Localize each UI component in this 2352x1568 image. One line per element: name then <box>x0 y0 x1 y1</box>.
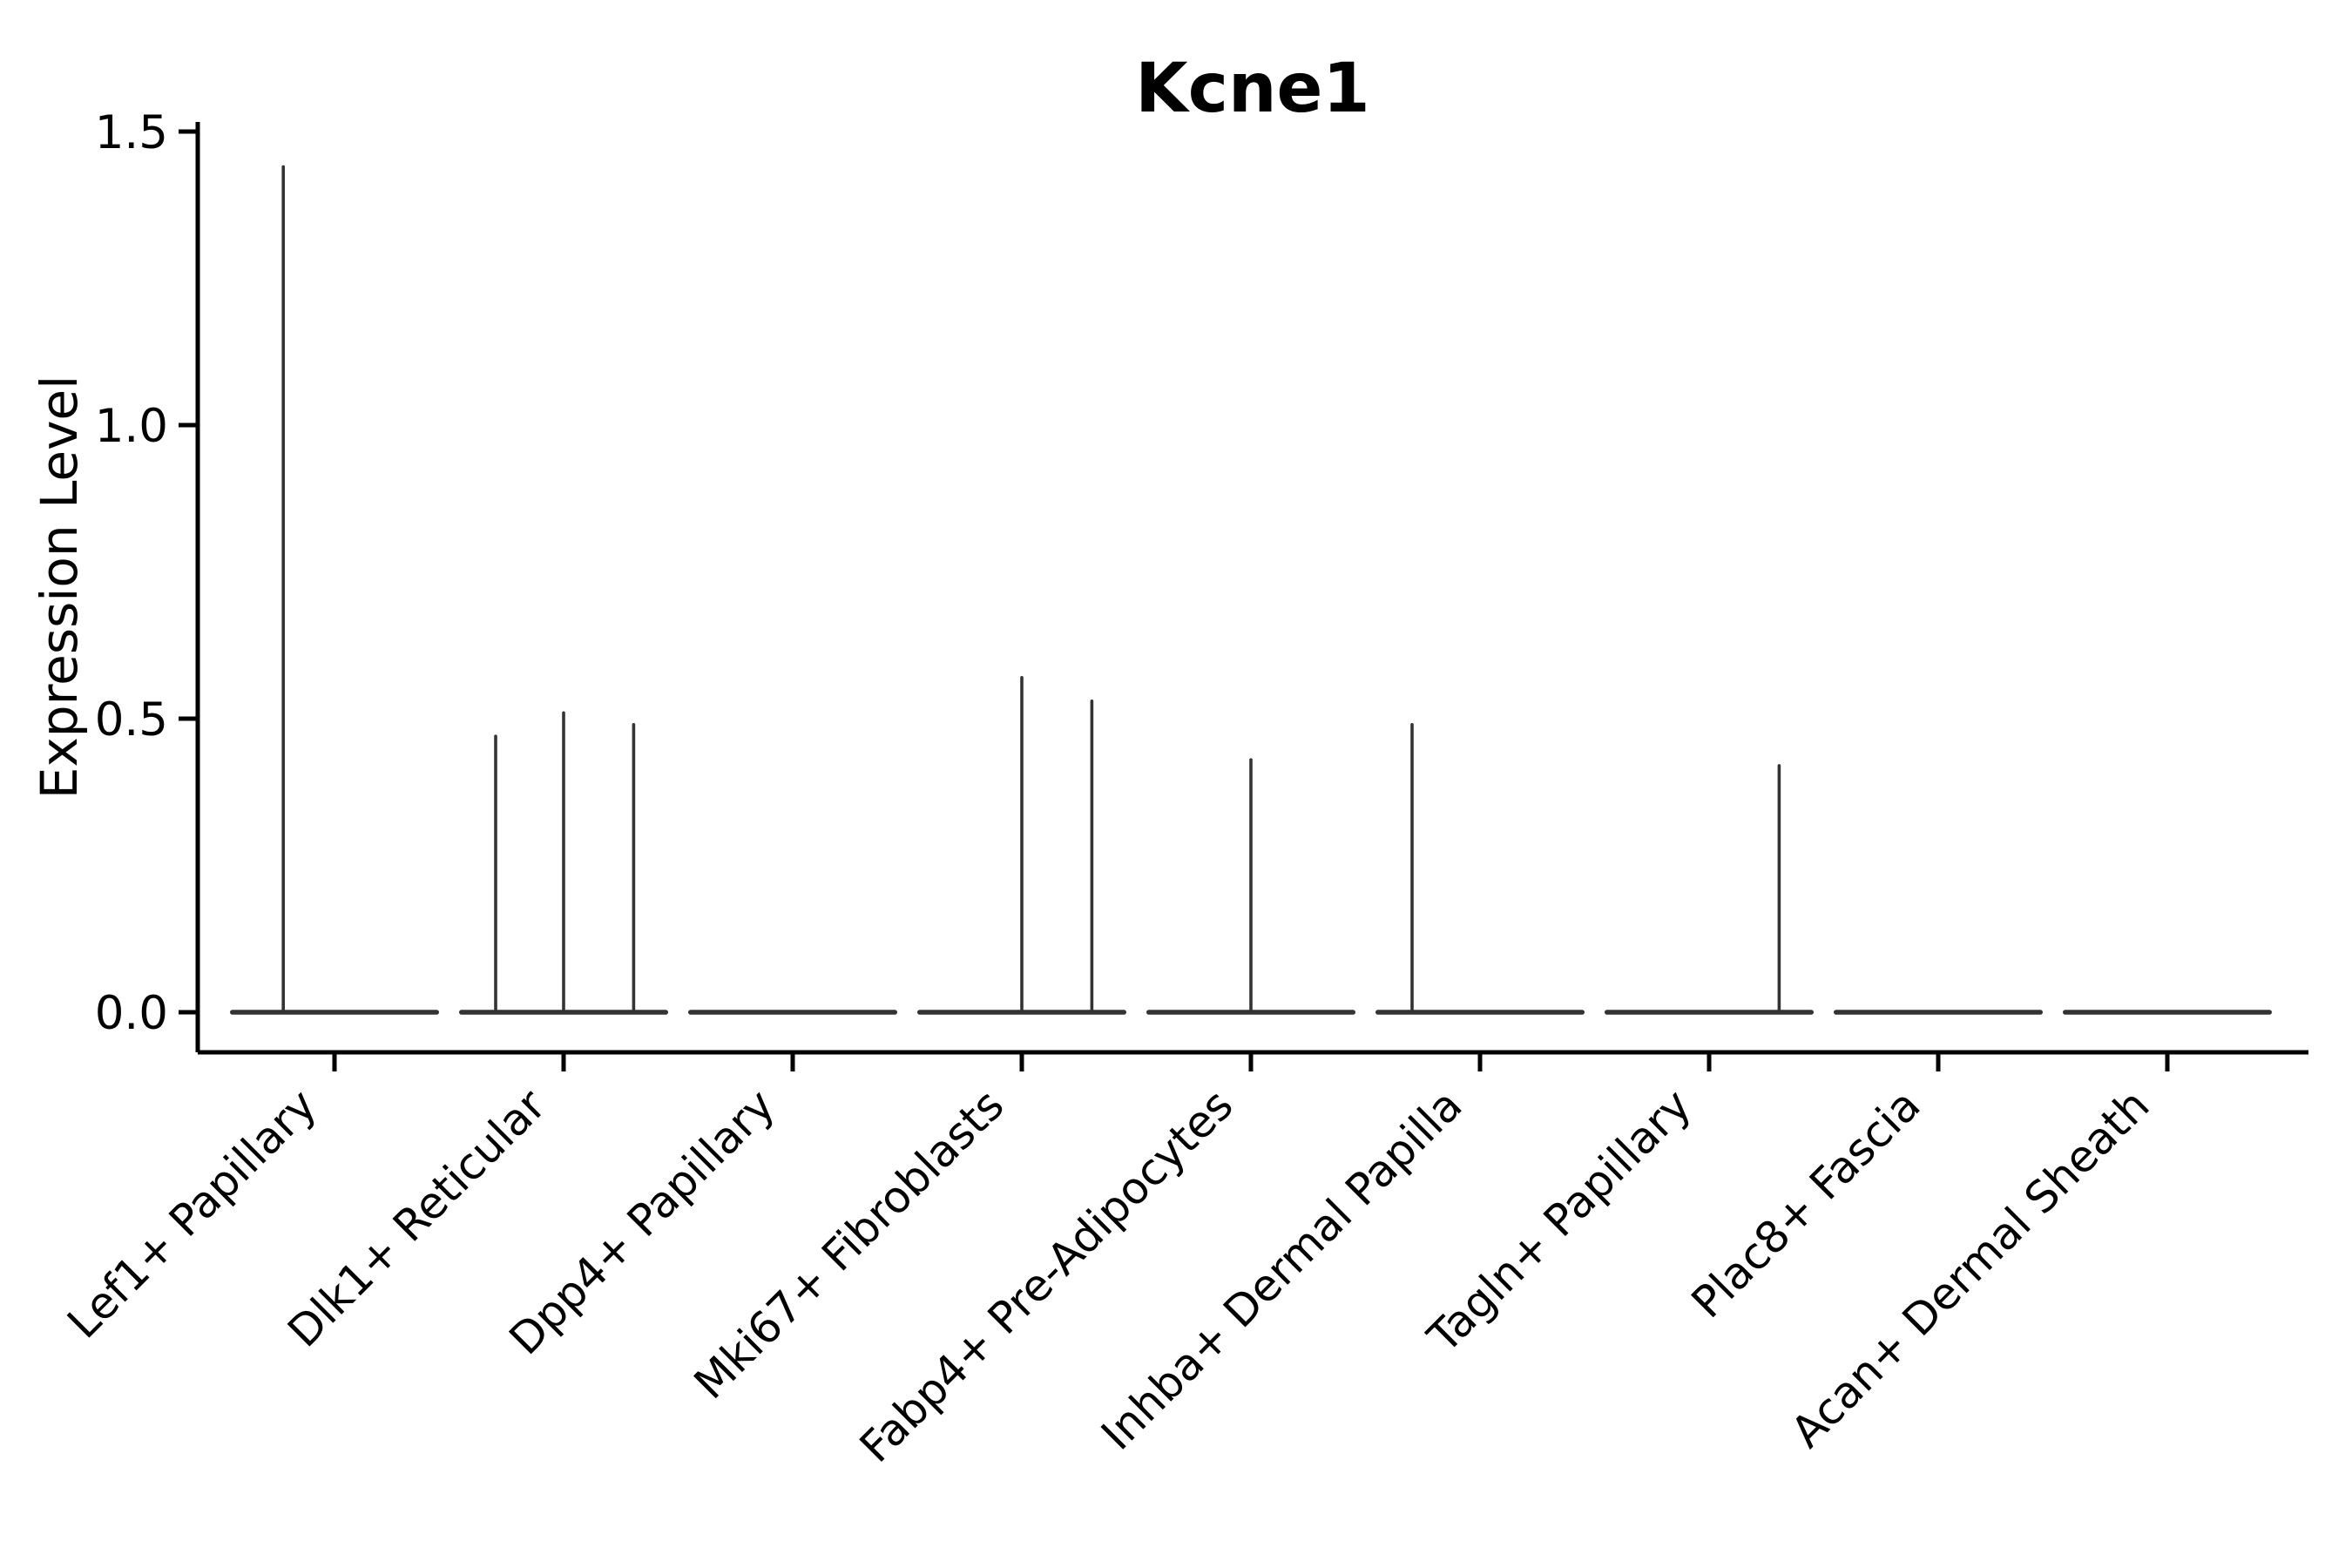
x-tick-label: Lef1+ Papillary <box>57 1079 326 1348</box>
y-tick-label: 0.0 <box>95 987 168 1040</box>
plot-title: Kcne1 <box>1135 50 1369 128</box>
y-tick-label: 1.0 <box>95 400 168 453</box>
x-tick-label: Plac8+ Fascia <box>1682 1079 1930 1328</box>
y-tick-label: 0.5 <box>95 693 168 747</box>
x-tick-label: Fabp4+ Pre-Adipocytes <box>850 1079 1243 1472</box>
violins <box>230 165 2272 1015</box>
y-tick-label: 1.5 <box>95 106 168 159</box>
y-axis-label: Expression Level <box>30 375 89 799</box>
axes: 0.0 0.5 1.0 1.5 <box>95 106 2308 1071</box>
